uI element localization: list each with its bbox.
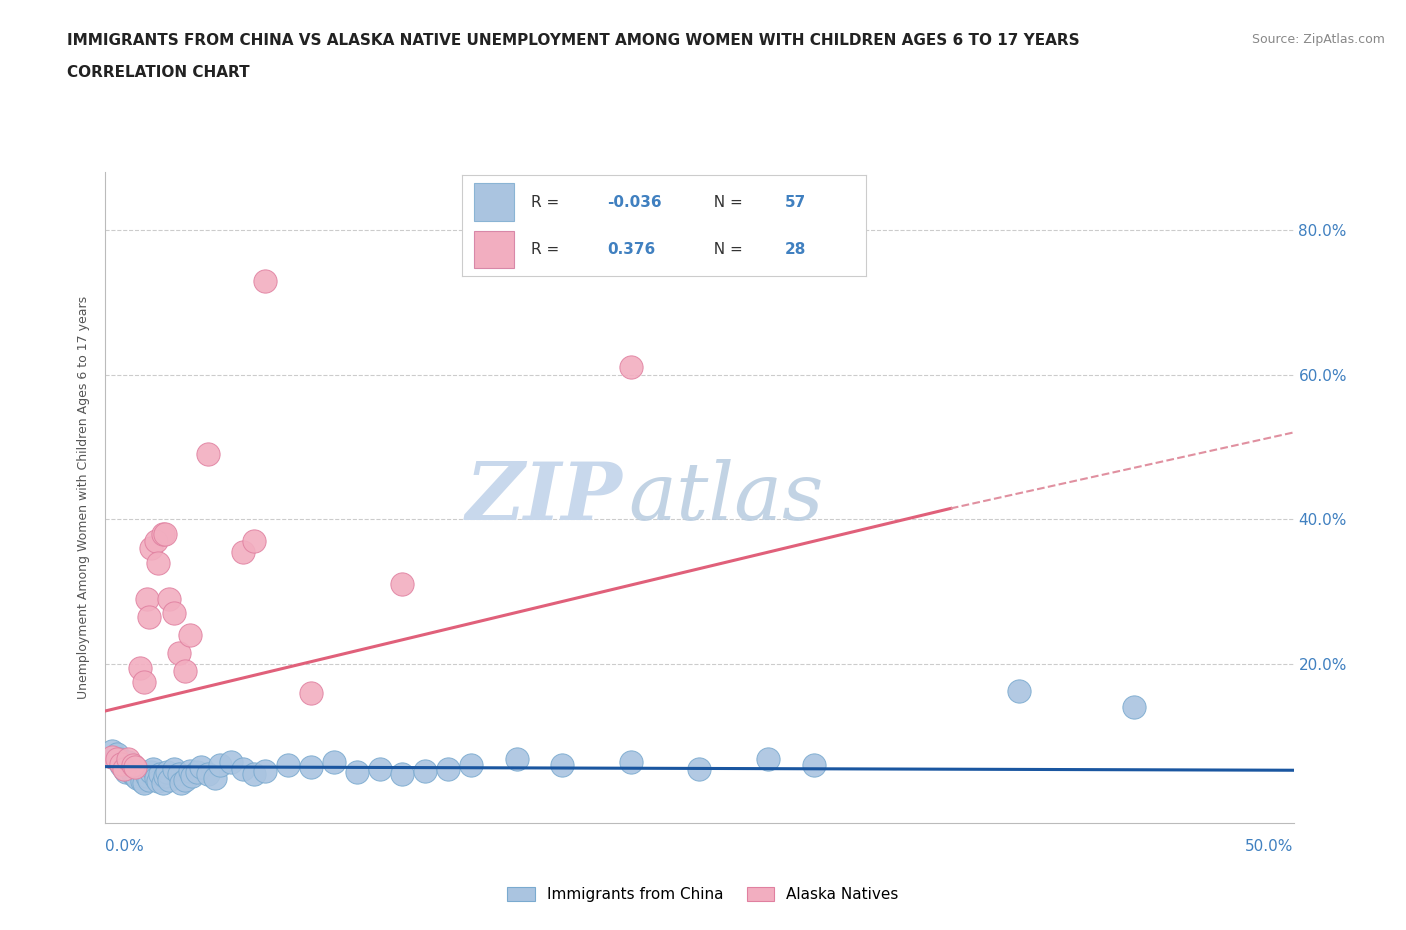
Text: CORRELATION CHART: CORRELATION CHART [67,65,250,80]
Point [1122,700,1144,715]
Point [167,645,190,660]
Point [128,660,150,675]
Text: 50.0%: 50.0% [1246,839,1294,854]
Point [391,766,413,781]
Point [138,772,160,787]
Point [101,749,124,764]
Point [134,776,156,790]
Point [506,752,529,767]
Point [1008,684,1031,698]
Point [299,759,322,774]
Point [152,526,174,541]
Point [153,526,176,541]
Point [145,534,167,549]
Point [413,764,436,778]
Point [138,609,160,624]
Point [190,759,212,774]
Point [110,756,132,771]
Point [174,664,197,679]
Point [620,754,643,769]
Point [135,591,157,606]
Point [120,759,142,774]
Point [105,747,128,762]
Point [254,764,277,778]
Point [146,555,169,570]
Point [115,765,138,780]
Point [204,771,226,786]
Text: 0.0%: 0.0% [105,839,145,854]
Point [756,752,779,767]
Point [134,674,156,689]
Point [141,540,163,555]
Point [101,743,124,758]
Point [437,762,460,777]
Point [112,762,135,777]
Point [149,766,172,781]
Point [163,605,186,620]
Point [197,446,219,461]
Point [174,772,197,787]
Point [145,771,167,786]
Point [186,765,208,780]
Text: Source: ZipAtlas.com: Source: ZipAtlas.com [1251,33,1385,46]
Point [163,762,186,777]
Point [110,758,132,773]
Point [208,758,231,773]
Point [122,766,145,781]
Text: atlas: atlas [628,458,824,537]
Point [277,758,299,773]
Point [551,758,574,773]
Point [142,762,165,777]
Point [128,764,150,778]
Point [153,768,176,783]
Point [131,774,153,789]
Point [127,771,149,786]
Point [688,762,710,777]
Point [368,762,391,777]
Point [243,766,266,781]
Point [322,754,346,769]
Point [108,752,131,767]
Point [105,752,128,767]
Point [460,758,482,773]
Point [124,768,146,783]
Point [159,591,180,606]
Point [179,764,201,778]
Point [231,762,254,777]
Point [159,772,180,787]
Point [254,273,277,288]
Point [141,765,163,780]
Point [124,759,146,774]
Text: ZIP: ZIP [465,458,623,537]
Point [167,766,190,781]
Point [117,752,139,767]
Point [219,754,242,769]
Point [346,765,368,780]
Point [181,768,204,783]
Point [135,768,157,783]
Point [391,577,413,591]
Point [179,628,201,643]
Point [146,774,169,789]
Text: IMMIGRANTS FROM CHINA VS ALASKA NATIVE UNEMPLOYMENT AMONG WOMEN WITH CHILDREN AG: IMMIGRANTS FROM CHINA VS ALASKA NATIVE U… [67,33,1080,47]
Y-axis label: Unemployment Among Women with Children Ages 6 to 17 years: Unemployment Among Women with Children A… [77,296,90,699]
Point [117,754,139,769]
Point [803,758,825,773]
Point [122,758,145,773]
Point [231,544,254,559]
Point [152,776,174,790]
Point [156,765,179,780]
Point [112,762,135,777]
Point [170,776,193,790]
Point [299,685,322,700]
Legend: Immigrants from China, Alaska Natives: Immigrants from China, Alaska Natives [502,881,904,909]
Point [620,360,643,375]
Point [243,534,266,549]
Point [197,766,219,781]
